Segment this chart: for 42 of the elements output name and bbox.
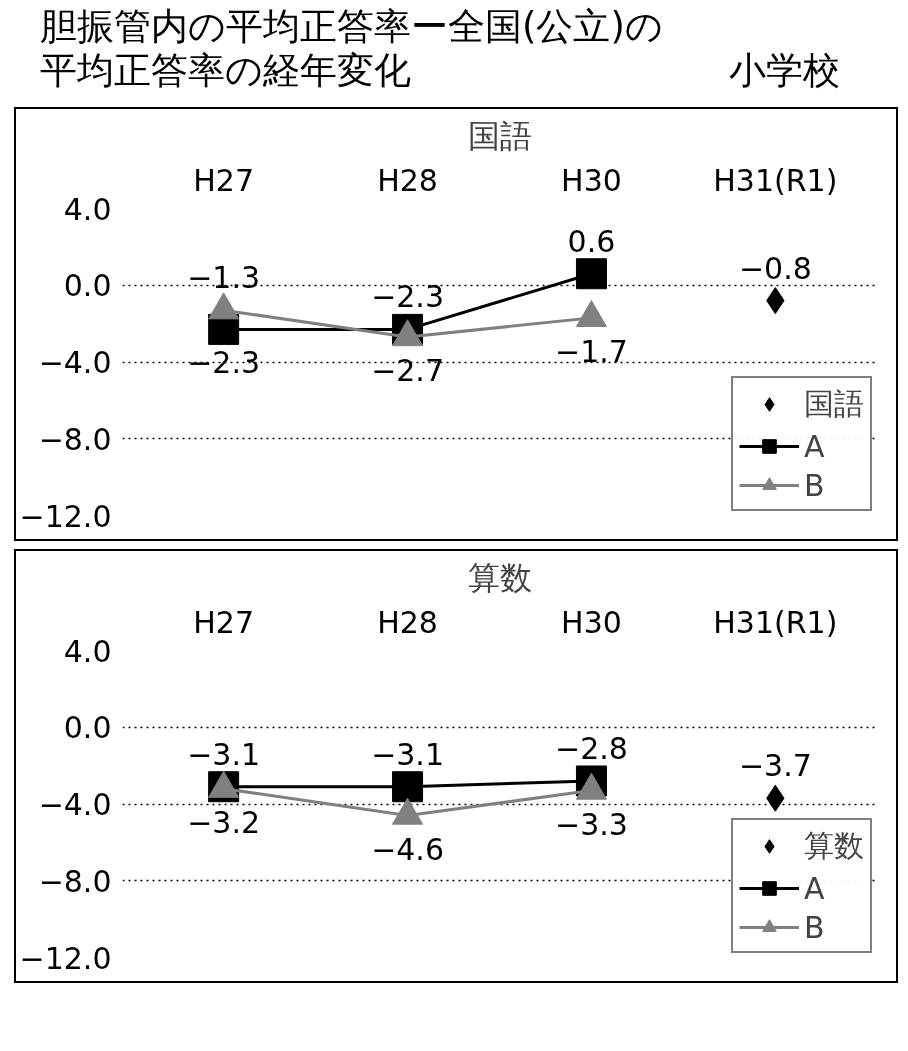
data-label: −2.7 xyxy=(371,352,444,388)
x-tick-label: H30 xyxy=(561,162,622,198)
y-tick-label: −8.0 xyxy=(38,421,112,457)
chart-subtitle: 算数 xyxy=(467,558,532,597)
y-tick-label: 0.0 xyxy=(63,710,112,746)
x-tick-label: H27 xyxy=(193,604,255,640)
y-tick-label: −4.0 xyxy=(38,344,112,380)
chart-title: 胆振管内の平均正答率ー全国(公立)の平均正答率の経年変化 xyxy=(40,5,664,94)
data-label: −2.8 xyxy=(555,730,628,766)
legend-label: A xyxy=(804,870,825,906)
data-label: −1.7 xyxy=(555,333,628,369)
legend-label: 国語 xyxy=(804,384,864,423)
y-tick-label: −12.0 xyxy=(19,940,112,976)
data-label: −3.7 xyxy=(738,748,812,784)
legend-label: B xyxy=(804,467,825,503)
data-label: −3.1 xyxy=(187,736,261,772)
x-tick-label: H27 xyxy=(193,162,255,198)
data-label: −2.3 xyxy=(187,345,261,381)
chart-subtitle: 国語 xyxy=(467,116,532,155)
data-label: 0.6 xyxy=(567,223,616,259)
data-label: −3.3 xyxy=(555,806,628,842)
y-tick-label: 0.0 xyxy=(63,268,112,304)
data-label: −3.1 xyxy=(371,736,444,772)
x-tick-label: H28 xyxy=(377,604,438,640)
legend-label: 算数 xyxy=(804,826,864,865)
x-tick-label: H28 xyxy=(377,162,438,198)
data-label: −4.6 xyxy=(371,831,444,867)
y-tick-label: −12.0 xyxy=(19,498,112,534)
x-tick-label: H30 xyxy=(561,604,622,640)
legend-label: B xyxy=(804,909,825,945)
x-tick-label: H31(R1) xyxy=(713,162,838,198)
legend-label: A xyxy=(804,428,825,464)
data-label: −0.8 xyxy=(738,250,812,286)
data-label: −1.3 xyxy=(187,259,261,295)
text: 小学校 xyxy=(729,49,840,94)
y-tick-label: 4.0 xyxy=(63,191,112,227)
data-label: −2.3 xyxy=(371,279,444,315)
y-tick-label: −8.0 xyxy=(38,863,112,899)
y-tick-label: −4.0 xyxy=(38,786,112,822)
y-tick-label: 4.0 xyxy=(63,633,112,669)
data-label: −3.2 xyxy=(187,804,261,840)
x-tick-label: H31(R1) xyxy=(713,604,838,640)
